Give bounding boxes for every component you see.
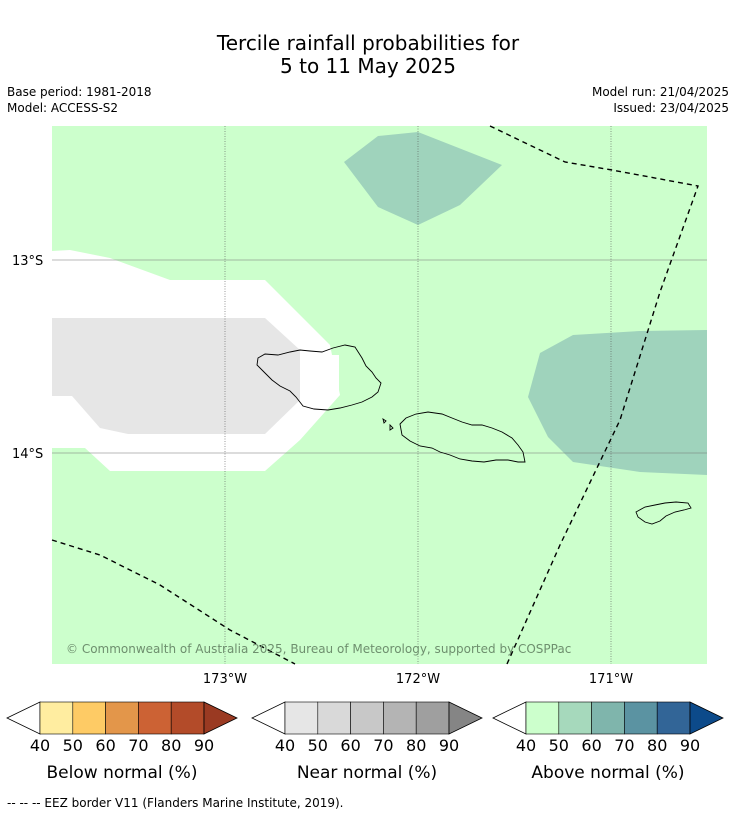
colorbar-segment — [624, 701, 658, 735]
colorbar-tick-label: 50 — [549, 736, 569, 755]
colorbar-title: Near normal (%) — [297, 763, 437, 783]
base-period: Base period: 1981-2018 — [7, 85, 152, 99]
colorbar-tick-label: 40 — [275, 736, 295, 755]
colorbar-segment — [383, 701, 417, 735]
eez-border — [51, 125, 699, 665]
colorbar-segment — [138, 701, 172, 735]
colorbar-tick-label: 60 — [581, 736, 601, 755]
lat-label-14s: 14°S — [12, 447, 43, 462]
map-panel — [51, 125, 707, 665]
colorbar-segment — [72, 701, 106, 735]
coastlines — [256, 344, 692, 525]
colorbar-tick-label: 70 — [614, 736, 634, 755]
colorbar-under-triangle — [251, 701, 286, 735]
lon-label-172w: 172°W — [396, 672, 440, 687]
colorbar-tick-label: 70 — [373, 736, 393, 755]
above-normal-50-60-east-region — [528, 330, 707, 475]
colorbar-tick-label: 90 — [680, 736, 700, 755]
model-run: Model run: 21/04/2025 — [591, 85, 729, 99]
latitude-gridlines — [52, 259, 707, 454]
colorbar-tick-label: 90 — [439, 736, 459, 755]
lat-label-13s: 13°S — [12, 254, 43, 269]
colorbar-segment — [350, 701, 384, 735]
colorbar-tick-label: 50 — [308, 736, 328, 755]
longitude-gridlines — [224, 126, 612, 664]
colorbar-tick-label: 60 — [95, 736, 115, 755]
near-normal-40-50-region — [52, 318, 300, 434]
colorbar-segment — [415, 701, 450, 735]
colorbar-tick-label: 80 — [161, 736, 181, 755]
lon-label-171w: 171°W — [589, 672, 633, 687]
savaii-island-outline — [256, 344, 382, 411]
copyright-text: © Commonwealth of Australia 2025, Bureau… — [66, 642, 571, 656]
colorbar-over-triangle — [448, 701, 483, 735]
upolu-island-outline — [399, 411, 526, 463]
colorbar-segment — [591, 701, 625, 735]
tutuila-island-outline — [635, 501, 692, 525]
colorbar-segment — [525, 701, 560, 735]
colorbar-tick-label: 80 — [647, 736, 667, 755]
colorbar-segment — [558, 701, 592, 735]
colorbar-tick-label: 90 — [194, 736, 214, 755]
colorbar-tick-label: 40 — [30, 736, 50, 755]
colorbar-under-triangle — [6, 701, 41, 735]
no-dominant-island-region — [303, 355, 339, 412]
model-name: Model: ACCESS-S2 — [7, 101, 119, 115]
colorbar-under-triangle — [492, 701, 527, 735]
colorbar-tick-label: 80 — [406, 736, 426, 755]
issued-date: Issued: 23/04/2025 — [613, 101, 729, 115]
colorbar-1: 40 50 60 70 80 90 Below normal (%) — [6, 701, 238, 783]
colorbar-segment — [170, 701, 205, 735]
title-line-2: 5 to 11 May 2025 — [280, 54, 456, 78]
colorbars: 40 50 60 70 80 90 Below normal (%) 40 50 60 70 80 90… — [6, 701, 724, 783]
colorbar-title: Above normal (%) — [531, 763, 684, 783]
colorbar-segment — [105, 701, 139, 735]
colorbar-tick-label: 70 — [128, 736, 148, 755]
colorbar-over-triangle — [689, 701, 724, 735]
colorbar-segment — [284, 701, 319, 735]
colorbar-tick-label: 60 — [340, 736, 360, 755]
colorbar-tick-label: 40 — [516, 736, 536, 755]
manono-island-outline — [382, 417, 387, 424]
colorbar-segment — [39, 701, 74, 735]
colorbar-tick-label: 50 — [63, 736, 83, 755]
colorbar-segment — [656, 701, 691, 735]
colorbar-segment — [317, 701, 351, 735]
lon-label-173w: 173°W — [203, 672, 247, 687]
colorbar-over-triangle — [203, 701, 238, 735]
eez-legend-note: -- -- -- EEZ border V11 (Flanders Marine… — [7, 796, 344, 810]
above-normal-50-60-north-region — [344, 132, 502, 225]
title-line-1: Tercile rainfall probabilities for — [216, 31, 520, 55]
colorbar-3: 40 50 60 70 80 90 Above normal (%) — [492, 701, 724, 783]
colorbar-title: Below normal (%) — [47, 763, 198, 783]
apolima-island-outline — [389, 423, 394, 431]
